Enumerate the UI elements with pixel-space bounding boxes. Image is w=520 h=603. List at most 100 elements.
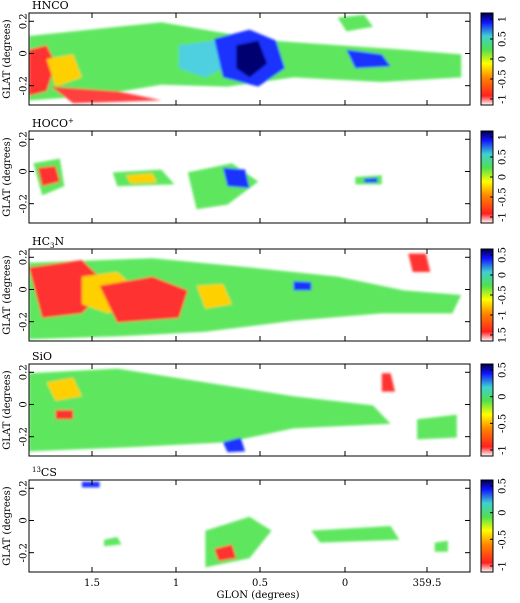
emission-region <box>223 437 246 453</box>
colorbar: 0.5 0 -0.5 -1 <box>480 478 509 573</box>
emission-region <box>417 414 457 440</box>
panel-title: HOCO+ <box>32 117 74 130</box>
panel-title: SiO <box>32 350 52 363</box>
y-tick-label: 0.2 <box>19 131 30 147</box>
y-tick-label: 0 <box>19 168 30 174</box>
x-tick-label: 1.5 <box>84 578 100 589</box>
map-image <box>29 13 470 105</box>
map-frame <box>28 479 471 573</box>
y-axis-label: GLAT (degrees) <box>2 137 13 217</box>
emission-region <box>337 14 373 32</box>
map-frame <box>28 12 471 106</box>
y-tick-label: 0.2 <box>19 364 30 380</box>
emission-region <box>434 540 448 552</box>
panel-title: HC3N <box>32 235 64 250</box>
emission-region <box>29 45 56 96</box>
colorbar-tick-label: -1 <box>498 310 509 320</box>
colorbar-tick-label: -0.5 <box>498 414 509 433</box>
y-tick-label: 0.2 <box>19 249 30 265</box>
colorbar: 1 0.5 0 -0.5 -1 <box>480 12 509 106</box>
emission-region <box>381 373 395 392</box>
emission-region <box>214 544 237 561</box>
colorbar-tick-label: 0.5 <box>498 478 509 494</box>
y-axis-label: GLAT (degrees) <box>2 486 13 566</box>
emission-region <box>51 86 162 104</box>
colorbar-tick-label: -0.5 <box>498 285 509 304</box>
emission-region <box>46 377 82 401</box>
emission-region <box>99 276 188 323</box>
panel-title: 13CS <box>32 466 57 479</box>
colorbar-tick-label: -1 <box>498 94 509 104</box>
colorbar: 1 0.5 0 -0.5 -1 <box>480 130 509 224</box>
x-tick-label: 0.5 <box>252 578 268 589</box>
emission-region <box>223 167 250 188</box>
y-axis-label: GLAT (degrees) <box>2 19 13 99</box>
emission-region <box>196 284 232 309</box>
emission-region <box>408 253 431 272</box>
colorbar-tick-label: 0.5 <box>498 362 509 378</box>
y-tick-label: 0 <box>19 517 30 523</box>
colorbar-tick-label: 0 <box>498 393 509 399</box>
y-tick-label: -0.2 <box>19 427 30 446</box>
map-frame <box>28 130 471 224</box>
colorbar: 0.5 0 -0.5 -1 <box>480 362 509 457</box>
y-tick-label: 0.2 <box>19 13 30 29</box>
map-image <box>29 364 470 456</box>
y-tick-label: -0.2 <box>19 76 30 95</box>
emission-region <box>126 173 157 184</box>
y-tick-label: -0.2 <box>19 543 30 562</box>
colorbar: 0.5 0 -0.5 -1 1.5 <box>480 247 509 343</box>
x-tick-label: 359.5 <box>413 578 442 589</box>
emission-region <box>293 281 312 291</box>
y-tick-label: 0 <box>19 50 30 56</box>
emission-region <box>37 166 60 187</box>
map-image <box>29 131 470 223</box>
colorbar-tick-label: 0 <box>498 56 509 62</box>
y-axis-label: GLAT (degrees) <box>2 255 13 335</box>
y-axis-label: GLAT (degrees) <box>2 370 13 450</box>
map-image <box>29 480 470 572</box>
panel-2: HOCO+0.2 0 -0.2 GLAT (degrees) 1 0.5 0 -0.5 -1 <box>2 117 509 224</box>
y-tick-label: 0 <box>19 286 30 292</box>
colorbar-tick-label: -0.5 <box>498 187 509 206</box>
map-frame <box>28 248 471 342</box>
colorbar-tick-label: 1 <box>498 134 509 140</box>
emission-region <box>236 40 268 78</box>
colorbar-tick-label: -0.5 <box>498 530 509 549</box>
y-tick-label: -0.2 <box>19 194 30 213</box>
emission-region <box>46 54 82 87</box>
colorbar-tick-label: 0 <box>498 509 509 515</box>
y-tick-label: 0 <box>19 401 30 407</box>
x-tick-label: 0 <box>342 578 348 589</box>
colorbar-tick-label: 1.5 <box>498 327 509 343</box>
emission-region <box>311 526 400 543</box>
colorbar-tick-label: 0.5 <box>498 31 509 47</box>
map-image <box>29 249 470 341</box>
y-tick-label: -0.2 <box>19 312 30 331</box>
colorbar-tick-label: 0 <box>498 174 509 180</box>
emission-region <box>364 177 378 183</box>
colorbar-tick-label: 1 <box>498 16 509 22</box>
y-tick-label: 0.2 <box>19 480 30 496</box>
colorbar-tick-label: 0.5 <box>498 149 509 165</box>
colorbar-tick-label: 0.5 <box>498 247 509 263</box>
emission-region <box>55 410 74 420</box>
colorbar-tick-label: -1 <box>498 445 509 455</box>
colorbar-tick-label: -1 <box>498 561 509 571</box>
emission-region <box>346 49 391 69</box>
x-axis-label: GLON (degrees) <box>216 590 299 601</box>
emission-region <box>81 481 100 488</box>
colorbar-tick-label: -0.5 <box>498 69 509 88</box>
colorbar-tick-label: 0 <box>498 272 509 278</box>
x-tick-label: 1 <box>173 578 179 589</box>
emission-region <box>104 537 122 547</box>
emission-region <box>29 368 391 452</box>
map-frame <box>28 363 471 457</box>
panel-title: HNCO <box>32 0 69 12</box>
colorbar-tick-label: -1 <box>498 212 509 222</box>
